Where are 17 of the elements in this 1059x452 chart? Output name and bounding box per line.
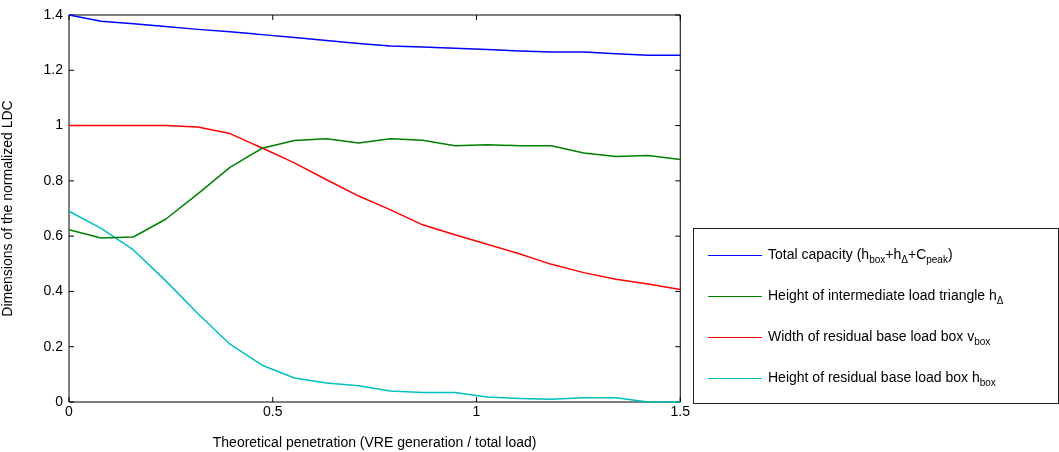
y-tick-label: 1 [55, 116, 64, 133]
y-axis-title: Dimensions of the normalized LDC [0, 100, 16, 317]
y-tick-label: 0.8 [43, 171, 64, 188]
y-tick-label: 0 [55, 392, 64, 409]
x-tick-label: 1 [472, 403, 481, 420]
x-tick-label: 0.5 [263, 403, 283, 420]
y-tick-label: 1.4 [43, 5, 64, 22]
y-tick-label: 0.2 [43, 337, 64, 354]
y-tick-label: 0.6 [43, 227, 64, 243]
x-axis-title: Theoretical penetration (VRE generation / total load) [212, 434, 537, 451]
y-tick-label: 0.4 [43, 282, 64, 299]
legend-label: Width of residual base load box v$_{box}$ [768, 328, 991, 347]
legend-label: Height of intermediate load triangle h$_{Δ}$ [768, 287, 1004, 306]
legend-label: Total capacity (h$_{box}$+h$_{Δ}$+C$_{peak}$) [768, 246, 953, 265]
legend-label: Height of residual base load box h$_{box}$ [768, 369, 996, 388]
x-tick-label: 1.5 [670, 403, 691, 420]
y-tick-label: 1.2 [43, 61, 64, 78]
